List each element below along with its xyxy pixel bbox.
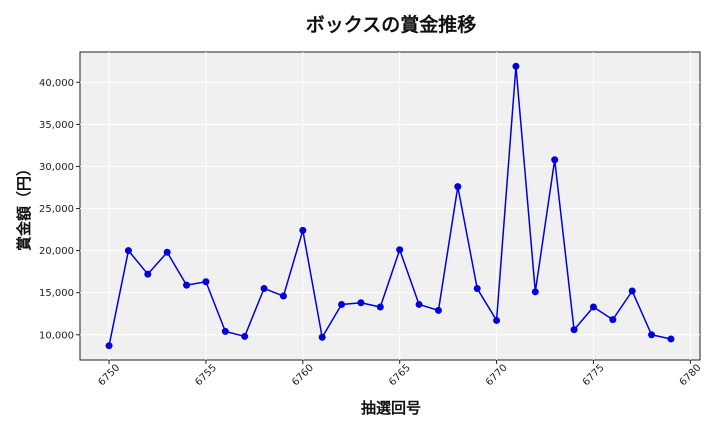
y-grid xyxy=(80,81,700,336)
y-tick-label: 15,000 xyxy=(39,288,74,299)
y-tick-label: 20,000 xyxy=(39,246,74,257)
data-point xyxy=(628,287,636,295)
x-tick-label: 6760 xyxy=(290,362,316,388)
y-axis-ticks: 10,000 15,000 20,000 25,000 30,000 35,000 40,0… xyxy=(39,78,80,341)
data-point xyxy=(357,299,365,307)
data-point xyxy=(144,270,152,278)
chart-title: ボックスの賞金推移 xyxy=(306,13,476,36)
data-point xyxy=(183,281,191,289)
x-tick-label: 6775 xyxy=(581,362,607,388)
y-tick-label: 35,000 xyxy=(39,120,74,131)
x-tick-label: 6755 xyxy=(193,362,219,388)
y-tick-label: 10,000 xyxy=(39,330,74,341)
data-point xyxy=(570,326,578,334)
data-point xyxy=(609,316,617,324)
data-point xyxy=(454,183,462,191)
data-point xyxy=(551,156,559,164)
data-point xyxy=(376,303,384,311)
x-grid xyxy=(108,52,691,360)
y-tick-label: 25,000 xyxy=(39,204,74,215)
x-axis-label: 抽選回号 xyxy=(361,399,421,417)
data-point xyxy=(260,284,268,292)
data-point xyxy=(415,300,423,308)
data-point xyxy=(396,246,404,254)
x-tick-label: 6780 xyxy=(678,362,704,388)
y-axis-label: 賞金額（円） xyxy=(15,161,33,251)
plot-area xyxy=(79,51,701,361)
data-point xyxy=(531,288,539,296)
x-tick-label: 6765 xyxy=(387,362,413,388)
data-point xyxy=(279,292,287,300)
x-tick-label: 6770 xyxy=(484,362,510,388)
data-point xyxy=(163,248,171,256)
data-point xyxy=(221,327,229,335)
data-point xyxy=(105,342,113,350)
data-point xyxy=(648,331,656,339)
data-point xyxy=(434,306,442,314)
data-point xyxy=(318,333,326,341)
data-point xyxy=(589,303,597,311)
data-point xyxy=(299,226,307,234)
data-point xyxy=(512,62,520,70)
data-point xyxy=(473,284,481,292)
series-layer xyxy=(105,62,675,350)
data-point xyxy=(241,332,249,340)
y-tick-label: 40,000 xyxy=(39,78,74,89)
x-tick-label: 6750 xyxy=(97,362,123,388)
data-point xyxy=(338,300,346,308)
x-axis-ticks: 6750 6755 6760 6765 6770 6775 6780 xyxy=(97,360,704,388)
data-point xyxy=(202,278,210,286)
y-tick-label: 30,000 xyxy=(39,162,74,173)
data-point xyxy=(124,247,132,255)
data-point xyxy=(493,316,501,324)
data-point xyxy=(667,335,675,343)
